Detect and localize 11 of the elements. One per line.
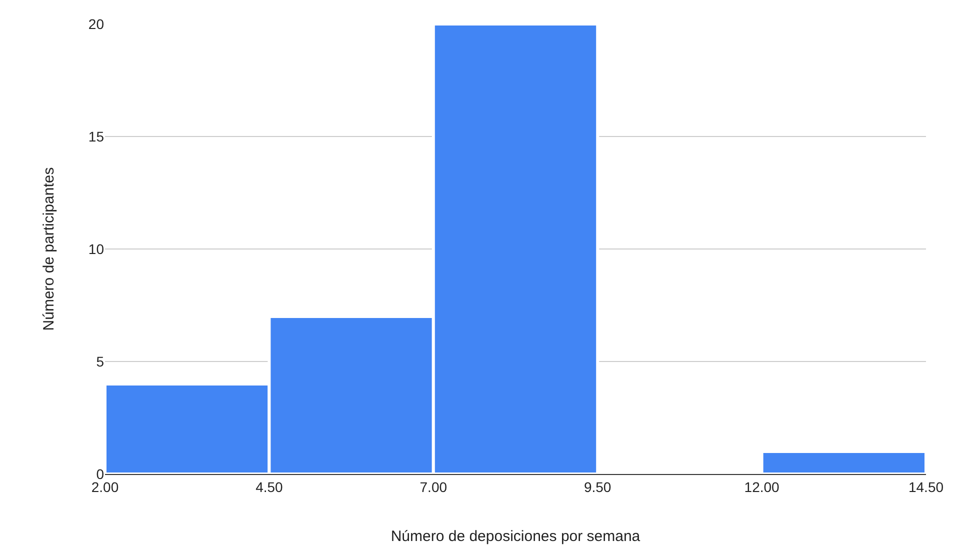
x-tick-label: 9.50: [584, 478, 612, 495]
x-tick-label: 4.50: [256, 478, 284, 495]
y-tick-label: 20: [88, 16, 104, 32]
x-tick-label: 7.00: [420, 478, 448, 495]
y-axis-title: Número de participantes: [40, 167, 58, 331]
y-tick-label: 10: [88, 240, 104, 257]
x-axis-title: Número de deposiciones por semana: [390, 528, 641, 545]
x-tick-label: 12.00: [744, 478, 780, 495]
y-tick-label: 15: [88, 128, 104, 144]
y-tick-label: 5: [96, 353, 104, 370]
x-tick-label: 14.50: [908, 478, 944, 495]
